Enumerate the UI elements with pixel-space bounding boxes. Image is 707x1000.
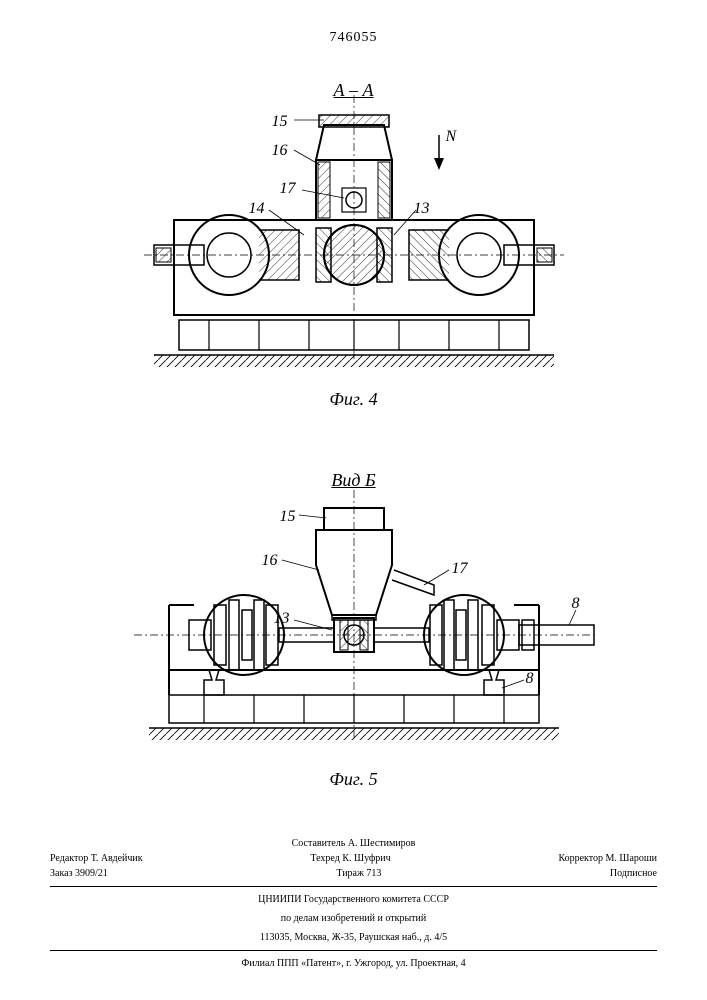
patent-page: 746055 А – А [0,0,707,1000]
fig5-title: Вид Б [331,470,375,491]
fig4-ref-16: 16 [272,142,288,160]
footer: Составитель А. Шестимиров Редактор Т. Ав… [50,837,657,970]
footer-addr2: Филиал ППП «Патент», г. Ужгород, ул. Про… [50,957,657,970]
fig5-ref-17: 17 [452,560,468,578]
figure-4: А – А [94,80,614,410]
fig4-drawing [94,80,614,380]
footer-org2: по делам изобретений и открытий [50,912,657,925]
fig4-ref-17: 17 [280,180,296,198]
footer-corrector: Корректор М. Шароши [558,852,657,865]
fig4-ref-14: 14 [249,200,265,218]
footer-sub: Подписное [610,867,657,880]
footer-compiler: Составитель А. Шестимиров [292,837,416,850]
fig4-ref-N: N [446,128,457,146]
fig4-ref-15: 15 [272,113,288,131]
footer-rule-2 [50,950,657,951]
fig4-ref-13: 13 [414,200,430,218]
fig4-title: А – А [334,80,374,101]
patent-number: 746055 [0,30,707,46]
footer-techred: Техред К. Шуфрич [310,852,390,865]
fig4-caption: Фиг. 4 [329,389,377,410]
fig5-caption: Фиг. 5 [329,769,377,790]
fig5-ref-8a: 8 [572,595,580,613]
footer-editor: Редактор Т. Авдейчик [50,852,143,865]
fig5-ref-16: 16 [262,552,278,570]
footer-org1: ЦНИИПИ Государственного комитета СССР [50,893,657,906]
fig5-ref-8b: 8 [526,670,534,688]
fig5-drawing [94,470,614,760]
footer-order: Заказ 3909/21 [50,867,108,880]
footer-rule [50,886,657,887]
fig5-ref-15: 15 [280,508,296,526]
footer-addr1: 113035, Москва, Ж-35, Раушская наб., д. … [50,931,657,944]
figure-5: Вид Б [94,470,614,790]
footer-tirage: Тираж 713 [336,867,381,880]
fig5-ref-13: 13 [274,610,290,628]
